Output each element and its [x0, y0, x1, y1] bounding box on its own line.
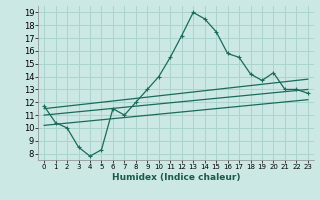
- X-axis label: Humidex (Indice chaleur): Humidex (Indice chaleur): [112, 173, 240, 182]
